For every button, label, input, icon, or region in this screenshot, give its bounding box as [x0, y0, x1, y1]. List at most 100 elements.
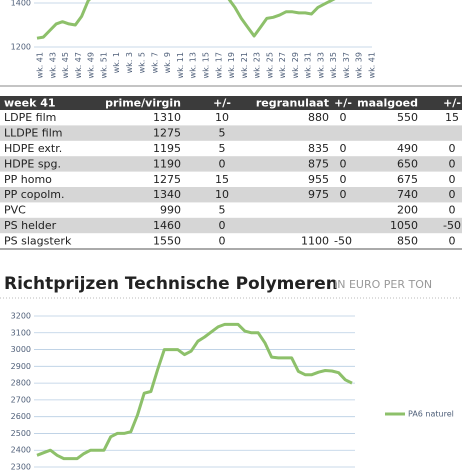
table-cell: 15: [445, 111, 459, 124]
table-cell: 15: [215, 173, 229, 186]
data-line: [36, 0, 336, 40]
table-cell: 0: [449, 173, 456, 186]
table-cell: 0: [449, 234, 456, 247]
table-cell: 5: [219, 142, 226, 155]
table-header: +/-: [334, 97, 352, 110]
legend-label: PA6 naturel: [408, 410, 454, 419]
table-cell: HDPE spg.: [4, 157, 61, 170]
x-tick-label: wk. 17: [214, 52, 223, 78]
y-tick-label: 2300: [11, 463, 31, 472]
table-header-bg: [0, 96, 462, 110]
table-cell: PP homo: [4, 173, 52, 186]
table-header: +/-: [213, 97, 231, 110]
y-tick-label: 2400: [11, 446, 31, 455]
x-tick-label: wk. 27: [278, 52, 287, 78]
table-cell: 1460: [153, 219, 181, 232]
table-cell: 0: [449, 157, 456, 170]
table-cell: 0: [340, 111, 347, 124]
x-tick-label: wk. 3: [125, 52, 134, 73]
row-bg: [0, 125, 462, 141]
table-cell: -50: [443, 219, 461, 232]
table-cell: 1340: [153, 188, 181, 201]
table-cell: 880: [308, 111, 329, 124]
x-tick-label: wk. 1: [112, 52, 121, 73]
x-tick-label: wk. 29: [291, 52, 300, 78]
table-cell: 5: [219, 127, 226, 140]
table-cell: 650: [397, 157, 418, 170]
table-cell: PVC: [4, 204, 26, 217]
y-tick-label: 2500: [11, 429, 31, 438]
y-tick-label: 3100: [11, 328, 31, 337]
table-cell: 675: [397, 173, 418, 186]
y-tick-label: 2600: [11, 412, 31, 421]
table-cell: 955: [308, 173, 329, 186]
table-cell: 0: [340, 188, 347, 201]
table-cell: 1195: [153, 142, 181, 155]
table-cell: 0: [340, 173, 347, 186]
table-cell: 1050: [390, 219, 418, 232]
x-tick-label: wk. 47: [74, 52, 83, 78]
section-title: Richtprijzen Technische Polymeren: [4, 274, 338, 294]
x-tick-label: wk. 31: [304, 52, 313, 78]
y-tick-label: 2800: [11, 379, 31, 388]
x-tick-label: wk. 13: [189, 52, 198, 78]
table-cell: 975: [308, 188, 329, 201]
table-cell: LDPE film: [4, 111, 56, 124]
table-cell: PS slagsterk: [4, 234, 72, 247]
x-tick-label: wk. 25: [265, 52, 274, 78]
table-cell: 0: [219, 157, 226, 170]
x-tick-label: wk. 39: [355, 52, 364, 78]
x-tick-label: wk. 33: [316, 52, 325, 78]
table-cell: 0: [340, 157, 347, 170]
table-cell: 850: [397, 234, 418, 247]
x-tick-label: wk. 45: [61, 52, 70, 78]
table-cell: 0: [449, 204, 456, 217]
table-header: +/-: [443, 97, 461, 110]
table-cell: 740: [397, 188, 418, 201]
table-cell: -50: [334, 234, 352, 247]
x-tick-label: wk. 9: [163, 52, 172, 73]
table-header: regranulaat: [256, 97, 329, 110]
x-tick-label: wk. 5: [138, 52, 147, 73]
table-cell: 10: [215, 111, 229, 124]
table-cell: PP copolm.: [4, 188, 65, 201]
table-header: prime/virgin: [105, 97, 181, 110]
x-tick-label: wk. 43: [48, 52, 57, 78]
y-tick-label: 2700: [11, 395, 31, 404]
table-cell: 835: [308, 142, 329, 155]
x-tick-label: wk. 49: [87, 52, 96, 78]
table-cell: 0: [449, 188, 456, 201]
y-tick-label: 3000: [11, 345, 31, 354]
table-cell: 1100: [301, 234, 329, 247]
x-tick-label: wk. 35: [329, 52, 338, 78]
x-tick-label: wk. 7: [150, 52, 159, 73]
row-bg: [0, 217, 462, 234]
table-cell: HDPE extr.: [4, 142, 62, 155]
table-cell: 875: [308, 157, 329, 170]
y-tick-label: 2900: [11, 362, 31, 371]
table-header: maalgoed: [357, 97, 418, 110]
table-cell: 550: [397, 111, 418, 124]
x-tick-label: wk. 21: [240, 52, 249, 78]
table-cell: 0: [449, 142, 456, 155]
table-cell: 0: [219, 219, 226, 232]
y-tick-label: 1400: [11, 0, 31, 8]
x-tick-label: wk. 15: [202, 52, 211, 78]
table-cell: 1550: [153, 234, 181, 247]
row-bg: [0, 187, 462, 203]
row-bg: [0, 156, 462, 172]
table-cell: 490: [397, 142, 418, 155]
x-tick-label: wk. 11: [176, 52, 185, 78]
section-subtitle: IN EURO PER TON: [334, 278, 432, 291]
table-cell: 0: [340, 142, 347, 155]
y-tick-label: 3200: [11, 312, 31, 321]
table-cell: 0: [219, 234, 226, 247]
table-cell: 1310: [153, 111, 181, 124]
data-line: [36, 322, 353, 461]
x-tick-label: wk. 41: [36, 52, 45, 78]
table-header: week 41: [4, 97, 56, 110]
table-cell: 1275: [153, 173, 181, 186]
table-cell: 990: [160, 204, 181, 217]
x-tick-label: wk. 23: [253, 52, 262, 78]
